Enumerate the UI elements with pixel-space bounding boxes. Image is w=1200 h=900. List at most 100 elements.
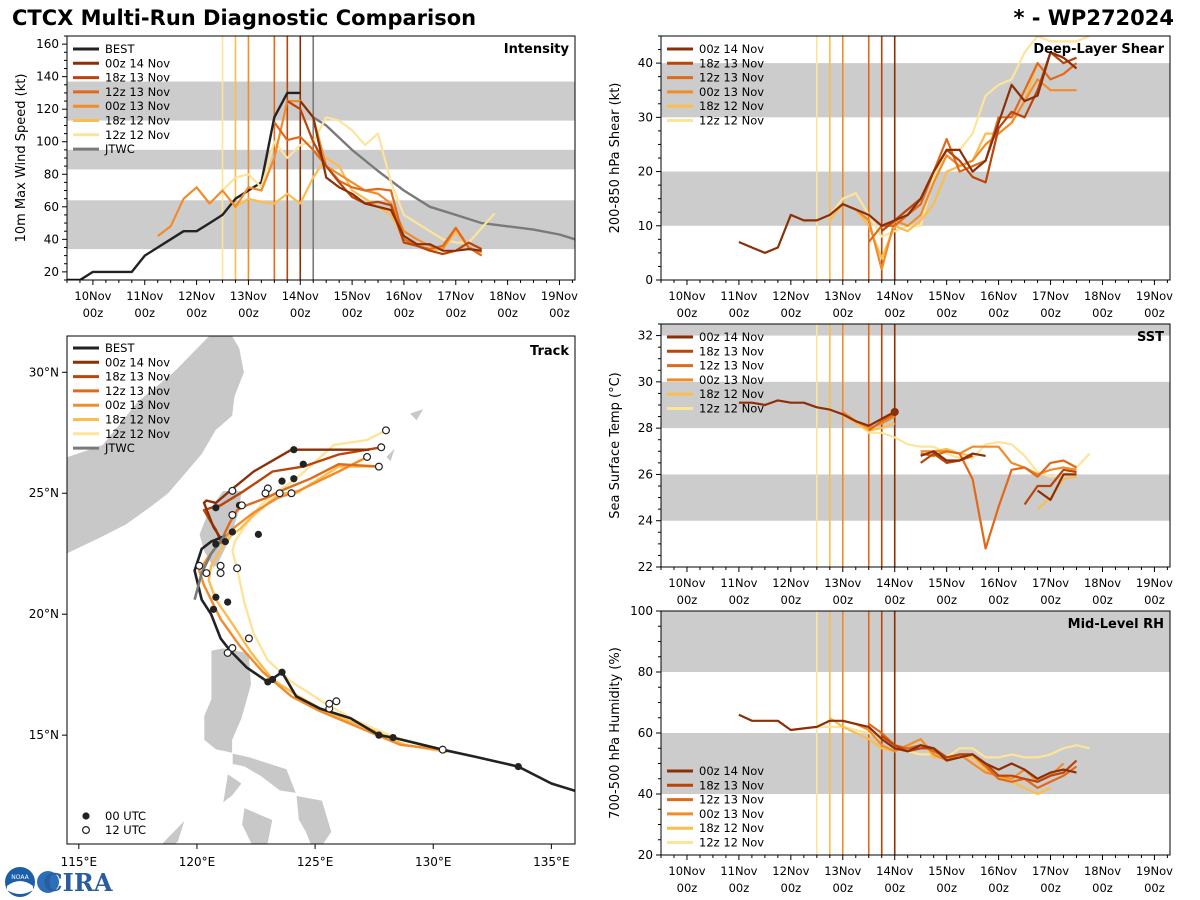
- sst-x-tick-label: 10Nov: [668, 576, 705, 590]
- track-point-12utc: [244, 634, 253, 643]
- shear-x-tick-label: 00z: [729, 306, 750, 320]
- intensity-legend-label: 12z 12 Nov: [105, 128, 170, 142]
- track-legend-label: 12z 13 Nov: [105, 384, 170, 398]
- sst-legend-label: 18z 12 Nov: [699, 387, 764, 401]
- track-legend-label: 00z 13 Nov: [105, 398, 170, 412]
- shear-x-tick-label: 00z: [677, 306, 698, 320]
- intensity-legend-label: 00z 14 Nov: [105, 56, 170, 70]
- shear-series-line: [738, 51, 1078, 254]
- sst-panel-title: SST: [1137, 330, 1164, 345]
- rh-legend-label: 18z 12 Nov: [699, 821, 764, 835]
- intensity-series-line: [273, 121, 483, 257]
- intensity-y-tick-label: 120: [36, 102, 59, 116]
- track-x-tick-label: 130°E: [415, 855, 452, 869]
- rh-panel-title: Mid-Level RH: [1068, 617, 1164, 632]
- shear-legend-label: 00z 13 Nov: [699, 85, 764, 99]
- track-point-12utc: [332, 697, 341, 706]
- intensity-x-tick-label: 00z: [238, 306, 259, 320]
- intensity-y-tick-label: 160: [36, 37, 59, 51]
- track-point-12utc: [377, 443, 386, 452]
- rh-x-tick-label: 00z: [884, 881, 905, 895]
- shear-legend-label: 18z 12 Nov: [699, 99, 764, 113]
- track-point-00utc: [212, 504, 220, 512]
- sst-x-tick-label: 12Nov: [772, 576, 809, 590]
- sst-legend-label: 12z 12 Nov: [699, 402, 764, 416]
- rh-x-tick-label: 00z: [781, 881, 802, 895]
- track-point-00utc: [221, 538, 229, 546]
- shear-y-tick-label: 30: [638, 110, 653, 124]
- track-point-00utc: [290, 475, 298, 483]
- track-y-tick-label: 30°N: [29, 365, 59, 379]
- sst-y-tick-label: 32: [638, 329, 653, 343]
- track-frame: [66, 335, 576, 845]
- rh-x-tick-label: 14Nov: [876, 864, 913, 878]
- track-point-00utc: [209, 605, 218, 613]
- track-point-00utc: [514, 762, 522, 771]
- sst-x-tick-label: 13Nov: [824, 576, 861, 590]
- intensity-plot-area: [67, 36, 575, 280]
- track-legend-label: JTWC: [104, 441, 135, 455]
- shear-x-tick-label: 19Nov: [1136, 289, 1173, 303]
- sst-series-line: [920, 450, 1078, 550]
- sst-y-tick-label: 28: [638, 421, 653, 435]
- track-x-tick-label: 120°E: [179, 855, 216, 869]
- shear-x-tick-label: 16Nov: [980, 289, 1017, 303]
- sst-x-tick-label: 00z: [1040, 593, 1061, 607]
- shear-panel-title: Deep-Layer Shear: [1033, 42, 1164, 57]
- track-point-12utc: [228, 644, 237, 653]
- rh-x-tick-label: 00z: [1144, 881, 1165, 895]
- intensity-legend-label: 18z 12 Nov: [105, 114, 170, 128]
- track-plot-area: [67, 336, 575, 844]
- intensity-x-tick-label: 12Nov: [178, 289, 215, 303]
- sst-series-end-dot: [890, 407, 899, 416]
- track-point-12utc: [228, 486, 237, 495]
- intensity-panel: 20 40 60 80 100 120 140 160 10Nov 00z 11Nov 00z 12No…: [14, 35, 578, 320]
- cira-logo-text: CIRA: [44, 868, 113, 897]
- intensity-x-tick-label: 00z: [497, 306, 518, 320]
- shear-x-tick-label: 00z: [1144, 306, 1165, 320]
- track-point-00utc: [389, 733, 397, 742]
- intensity-x-tick-label: 14Nov: [282, 289, 319, 303]
- sst-legend-label: 00z 14 Nov: [699, 330, 764, 344]
- intensity-legend-label: 00z 13 Nov: [105, 99, 170, 113]
- track-legend-label: 18z 12 Nov: [105, 413, 170, 427]
- intensity-x-tick-label: 00z: [290, 306, 311, 320]
- track-point-12utc: [325, 699, 334, 708]
- shear-legend-label: 12z 12 Nov: [699, 114, 764, 128]
- rh-band: [661, 733, 1170, 794]
- track-point-12utc: [223, 648, 232, 657]
- track-point-00utc: [212, 593, 220, 601]
- sst-x-tick-label: 14Nov: [876, 576, 913, 590]
- track-point-00utc: [212, 540, 220, 548]
- shear-x-tick-label: 14Nov: [876, 289, 913, 303]
- figure-title: CTCX Multi-Run Diagnostic Comparison: [12, 6, 477, 30]
- sst-x-tick-label: 00z: [1092, 593, 1113, 607]
- rh-x-tick-label: 16Nov: [980, 864, 1017, 878]
- jtwc-forecast-line: [312, 116, 575, 241]
- track-point-00utc: [254, 530, 262, 538]
- track-point-12utc: [374, 462, 383, 471]
- track-legend-marker-label: 12 UTC: [105, 823, 146, 837]
- intensity-x-tick-label: 00z: [186, 306, 207, 320]
- sst-legend-label: 18z 13 Nov: [699, 344, 764, 358]
- intensity-y-tick-label: 100: [36, 135, 59, 149]
- best-track-line: [67, 91, 301, 280]
- rh-legend-label: 00z 13 Nov: [699, 807, 764, 821]
- track-x-tick-label: 115°E: [61, 855, 98, 869]
- sst-series-line: [738, 399, 896, 427]
- sst-x-tick-label: 16Nov: [980, 576, 1017, 590]
- shear-series-line: [842, 78, 1077, 271]
- intensity-legend-label: 12z 13 Nov: [105, 85, 170, 99]
- intensity-x-tick-label: 00z: [394, 306, 415, 320]
- intensity-y-tick-label: 140: [36, 70, 59, 84]
- intensity-y-axis-label: 10m Max Wind Speed (kt): [14, 74, 29, 243]
- track-point-00utc: [299, 460, 307, 468]
- sst-plot-area: [661, 324, 1170, 567]
- panay-land: [241, 807, 273, 844]
- track-point-12utc: [228, 511, 237, 520]
- sst-legend-label: 12z 13 Nov: [699, 359, 764, 373]
- sst-x-tick-label: 11Nov: [720, 576, 757, 590]
- samar-leyte-land: [295, 795, 332, 844]
- track-point-12utc: [216, 561, 225, 570]
